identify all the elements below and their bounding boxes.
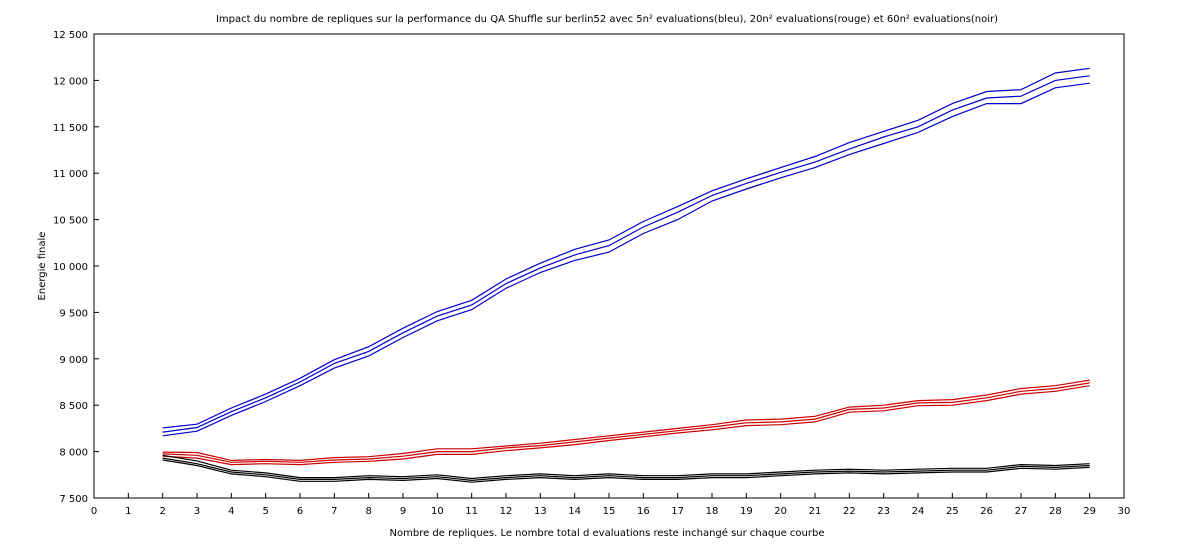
series-line-8 bbox=[162, 457, 1090, 482]
chart-title: Impact du nombre de repliques sur la per… bbox=[216, 14, 998, 25]
y-tick-label: 9 000 bbox=[59, 355, 88, 366]
x-tick-label: 29 bbox=[1083, 506, 1096, 517]
x-tick-label: 24 bbox=[912, 506, 925, 517]
x-axis: 0 1 2 3 4 5 6 7 8 9 10 11 12 13 14 15 16 17 18 19 20 21 22 23 24… bbox=[91, 493, 1131, 517]
x-tick-label: 9 bbox=[400, 506, 406, 517]
y-axis-label: Energie finale bbox=[37, 232, 48, 301]
x-tick-label: 2 bbox=[159, 506, 165, 517]
series-lines bbox=[162, 67, 1090, 483]
y-tick-label: 8 500 bbox=[59, 401, 88, 412]
series-line-3 bbox=[162, 82, 1090, 437]
x-tick-label: 27 bbox=[1015, 506, 1028, 517]
y-tick-label: 7 500 bbox=[59, 494, 88, 505]
x-tick-label: 7 bbox=[331, 506, 337, 517]
x-tick-label: 14 bbox=[568, 506, 581, 517]
y-axis: 7 500 8 000 8 500 9 000 9 500 10 000 10 500 11 … bbox=[53, 30, 99, 505]
x-axis-label: Nombre de repliques. Le nombre total d e… bbox=[390, 527, 825, 539]
x-tick-label: 19 bbox=[740, 506, 753, 517]
x-tick-label: 1 bbox=[125, 506, 131, 517]
x-tick-label: 15 bbox=[603, 506, 616, 517]
x-tick-label: 23 bbox=[877, 506, 890, 517]
y-tick-label: 10 000 bbox=[53, 262, 88, 273]
x-tick-label: 18 bbox=[706, 506, 719, 517]
x-tick-label: 6 bbox=[297, 506, 303, 517]
x-tick-label: 3 bbox=[194, 506, 200, 517]
series-line-5 bbox=[162, 382, 1090, 463]
y-tick-label: 11 500 bbox=[53, 123, 88, 134]
series-line-4 bbox=[162, 379, 1090, 462]
x-tick-label: 8 bbox=[365, 506, 371, 517]
series-line-7 bbox=[162, 454, 1090, 480]
y-tick-label: 12 500 bbox=[53, 30, 88, 41]
series-line-1 bbox=[162, 67, 1090, 429]
x-tick-label: 28 bbox=[1049, 506, 1062, 517]
x-tick-label: 21 bbox=[809, 506, 822, 517]
y-tick-label: 9 500 bbox=[59, 308, 88, 319]
x-tick-label: 12 bbox=[500, 506, 513, 517]
series-line-6 bbox=[162, 385, 1090, 466]
y-tick-label: 8 000 bbox=[59, 448, 88, 459]
series-line-2 bbox=[162, 75, 1090, 433]
x-tick-label: 11 bbox=[465, 506, 478, 517]
x-tick-label: 30 bbox=[1118, 506, 1131, 517]
x-tick-label: 10 bbox=[431, 506, 444, 517]
x-tick-label: 4 bbox=[228, 506, 234, 517]
x-tick-label: 22 bbox=[843, 506, 856, 517]
x-tick-label: 5 bbox=[262, 506, 268, 517]
y-tick-label: 10 500 bbox=[53, 216, 88, 227]
y-tick-label: 12 000 bbox=[53, 76, 88, 87]
x-tick-label: 16 bbox=[637, 506, 650, 517]
series-line-9 bbox=[162, 459, 1090, 483]
x-tick-label: 13 bbox=[534, 506, 547, 517]
x-tick-label: 0 bbox=[91, 506, 97, 517]
x-tick-label: 17 bbox=[671, 506, 684, 517]
x-tick-label: 25 bbox=[946, 506, 959, 517]
x-tick-label: 20 bbox=[774, 506, 787, 517]
x-tick-label: 26 bbox=[980, 506, 993, 517]
y-tick-label: 11 000 bbox=[53, 169, 88, 180]
